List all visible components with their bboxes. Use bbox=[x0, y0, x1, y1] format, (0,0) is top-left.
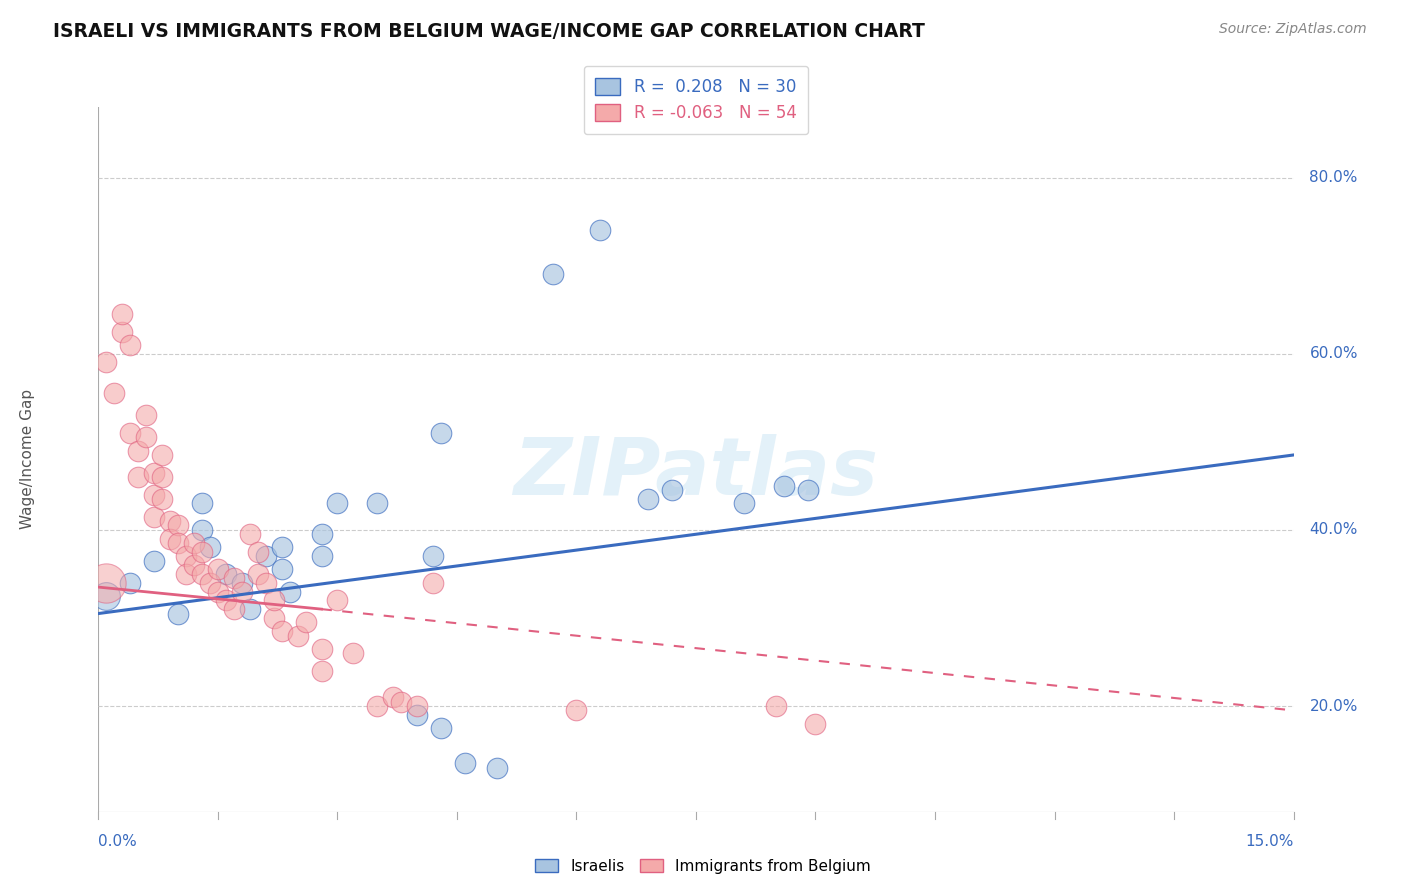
Immigrants from Belgium bbox=[311, 664, 333, 678]
Israelis bbox=[239, 602, 262, 616]
Immigrants from Belgium bbox=[150, 470, 173, 484]
Israelis bbox=[167, 607, 190, 621]
Immigrants from Belgium bbox=[246, 566, 269, 581]
Israelis bbox=[589, 223, 612, 237]
Immigrants from Belgium bbox=[231, 584, 253, 599]
Immigrants from Belgium bbox=[150, 448, 173, 462]
Point bbox=[96, 575, 118, 590]
Immigrants from Belgium bbox=[263, 593, 285, 607]
Immigrants from Belgium bbox=[207, 562, 229, 576]
Immigrants from Belgium bbox=[143, 509, 166, 524]
Text: 20.0%: 20.0% bbox=[1309, 698, 1358, 714]
Immigrants from Belgium bbox=[326, 593, 349, 607]
Immigrants from Belgium bbox=[311, 641, 333, 656]
Immigrants from Belgium bbox=[167, 518, 190, 533]
Israelis bbox=[120, 575, 142, 590]
Immigrants from Belgium bbox=[254, 575, 277, 590]
Immigrants from Belgium bbox=[135, 409, 157, 423]
Immigrants from Belgium bbox=[263, 611, 285, 625]
Immigrants from Belgium bbox=[565, 703, 588, 717]
Point bbox=[96, 589, 118, 603]
Text: 40.0%: 40.0% bbox=[1309, 523, 1358, 537]
Immigrants from Belgium bbox=[111, 307, 134, 321]
Immigrants from Belgium bbox=[222, 602, 245, 616]
Israelis bbox=[311, 549, 333, 564]
Immigrants from Belgium bbox=[294, 615, 316, 630]
Israelis bbox=[796, 483, 818, 498]
Immigrants from Belgium bbox=[143, 466, 166, 480]
Immigrants from Belgium bbox=[389, 695, 412, 709]
Legend: R =  0.208   N = 30, R = -0.063   N = 54: R = 0.208 N = 30, R = -0.063 N = 54 bbox=[583, 66, 808, 134]
Immigrants from Belgium bbox=[207, 584, 229, 599]
Israelis bbox=[366, 496, 388, 510]
Immigrants from Belgium bbox=[127, 470, 149, 484]
Immigrants from Belgium bbox=[191, 545, 214, 559]
Immigrants from Belgium bbox=[135, 430, 157, 444]
Immigrants from Belgium bbox=[159, 514, 181, 528]
Immigrants from Belgium bbox=[174, 566, 197, 581]
Israelis bbox=[772, 479, 794, 493]
Immigrants from Belgium bbox=[765, 699, 787, 714]
Immigrants from Belgium bbox=[804, 716, 827, 731]
Immigrants from Belgium bbox=[191, 566, 214, 581]
Immigrants from Belgium bbox=[183, 536, 205, 550]
Israelis bbox=[430, 721, 453, 735]
Immigrants from Belgium bbox=[96, 355, 118, 369]
Immigrants from Belgium bbox=[382, 690, 405, 705]
Israelis bbox=[191, 496, 214, 510]
Immigrants from Belgium bbox=[159, 532, 181, 546]
Israelis bbox=[733, 496, 755, 510]
Immigrants from Belgium bbox=[239, 527, 262, 541]
Immigrants from Belgium bbox=[150, 491, 173, 506]
Immigrants from Belgium bbox=[215, 593, 238, 607]
Text: 80.0%: 80.0% bbox=[1309, 170, 1358, 185]
Immigrants from Belgium bbox=[111, 325, 134, 339]
Israelis bbox=[254, 549, 277, 564]
Israelis bbox=[270, 541, 292, 555]
Text: 0.0%: 0.0% bbox=[98, 834, 138, 849]
Immigrants from Belgium bbox=[198, 575, 221, 590]
Israelis bbox=[311, 527, 333, 541]
Immigrants from Belgium bbox=[406, 699, 429, 714]
Immigrants from Belgium bbox=[342, 646, 364, 660]
Israelis bbox=[637, 491, 659, 506]
Immigrants from Belgium bbox=[287, 628, 309, 642]
Immigrants from Belgium bbox=[103, 386, 125, 401]
Immigrants from Belgium bbox=[270, 624, 292, 639]
Text: ZIPatlas: ZIPatlas bbox=[513, 434, 879, 513]
Immigrants from Belgium bbox=[127, 443, 149, 458]
Text: 60.0%: 60.0% bbox=[1309, 346, 1358, 361]
Immigrants from Belgium bbox=[120, 338, 142, 352]
Israelis bbox=[430, 425, 453, 440]
Israelis bbox=[454, 756, 477, 771]
Israelis bbox=[661, 483, 683, 498]
Israelis bbox=[541, 268, 564, 282]
Israelis bbox=[422, 549, 444, 564]
Immigrants from Belgium bbox=[183, 558, 205, 573]
Israelis bbox=[485, 761, 508, 775]
Legend: Israelis, Immigrants from Belgium: Israelis, Immigrants from Belgium bbox=[529, 853, 877, 880]
Israelis bbox=[231, 575, 253, 590]
Israelis bbox=[270, 562, 292, 576]
Israelis bbox=[191, 523, 214, 537]
Israelis bbox=[278, 584, 301, 599]
Israelis bbox=[406, 707, 429, 722]
Immigrants from Belgium bbox=[120, 425, 142, 440]
Immigrants from Belgium bbox=[422, 575, 444, 590]
Israelis bbox=[215, 566, 238, 581]
Israelis bbox=[143, 554, 166, 568]
Text: Wage/Income Gap: Wage/Income Gap bbox=[20, 389, 35, 530]
Immigrants from Belgium bbox=[366, 699, 388, 714]
Immigrants from Belgium bbox=[246, 545, 269, 559]
Immigrants from Belgium bbox=[143, 487, 166, 501]
Text: ISRAELI VS IMMIGRANTS FROM BELGIUM WAGE/INCOME GAP CORRELATION CHART: ISRAELI VS IMMIGRANTS FROM BELGIUM WAGE/… bbox=[53, 22, 925, 41]
Immigrants from Belgium bbox=[167, 536, 190, 550]
Text: 15.0%: 15.0% bbox=[1246, 834, 1294, 849]
Israelis bbox=[198, 541, 221, 555]
Israelis bbox=[326, 496, 349, 510]
Text: Source: ZipAtlas.com: Source: ZipAtlas.com bbox=[1219, 22, 1367, 37]
Immigrants from Belgium bbox=[222, 571, 245, 585]
Immigrants from Belgium bbox=[174, 549, 197, 564]
